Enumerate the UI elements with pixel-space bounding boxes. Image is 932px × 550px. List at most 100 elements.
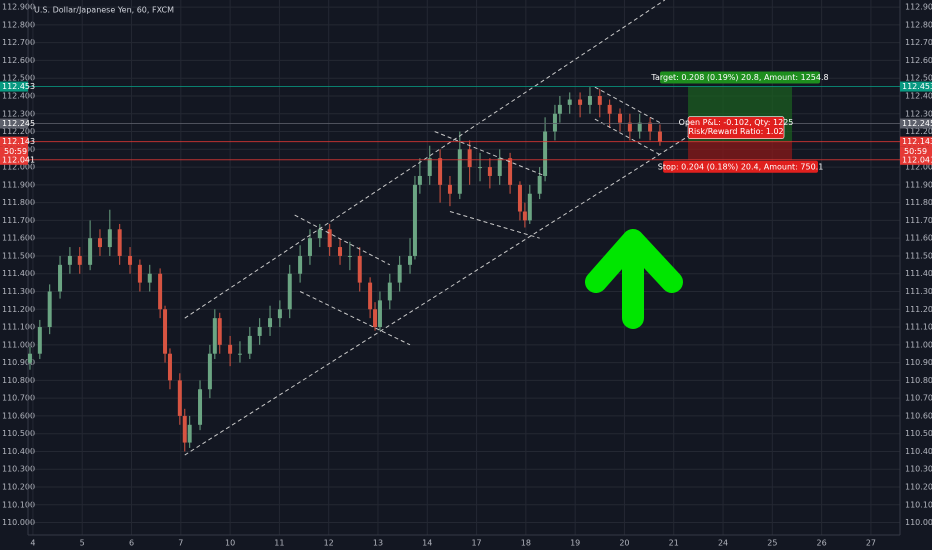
candle-body xyxy=(338,247,343,256)
candle-body xyxy=(177,380,182,416)
candle-body xyxy=(527,193,532,221)
price-marker-label: 112.453 xyxy=(902,82,932,91)
y-tick-label: 110.800 xyxy=(905,376,932,385)
candle-body xyxy=(207,353,212,390)
candle-body xyxy=(417,175,422,185)
y-tick-label: 112.000 xyxy=(905,163,932,172)
stop-zone xyxy=(688,141,793,160)
candle-body xyxy=(327,229,332,248)
candle-body xyxy=(357,255,362,283)
candle-body xyxy=(557,104,562,114)
y-tick-label: 111.300 xyxy=(905,287,932,296)
trend-line xyxy=(184,122,710,456)
candle-body xyxy=(508,158,513,185)
candle-body xyxy=(58,264,63,292)
y-tick-label-left: 112.300 xyxy=(2,109,35,118)
candle-body xyxy=(648,122,653,132)
candle-body xyxy=(578,99,583,105)
candle-body xyxy=(107,229,112,248)
candle-body xyxy=(487,167,492,176)
x-tick-label: 26 xyxy=(817,539,827,548)
candle-body xyxy=(627,122,632,132)
trend-line xyxy=(594,86,661,124)
y-tick-label-left: 110.700 xyxy=(2,394,35,403)
price-marker xyxy=(0,118,28,129)
y-tick-label-left: 111.500 xyxy=(2,251,35,260)
y-tick-label: 112.900 xyxy=(905,3,932,12)
x-tick-label: 5 xyxy=(80,539,85,548)
candle-body xyxy=(97,238,102,248)
candle-body xyxy=(287,273,292,310)
candle-body xyxy=(478,167,483,169)
price-marker-label: 112.245 xyxy=(2,119,35,128)
y-tick-label: 110.400 xyxy=(905,447,932,456)
candle-body xyxy=(317,229,322,239)
candle-body xyxy=(657,131,662,142)
price-marker xyxy=(0,136,28,147)
y-tick-label: 111.100 xyxy=(905,323,932,332)
candle-body xyxy=(447,184,452,194)
candle-body xyxy=(277,309,282,319)
x-tick-label: 13 xyxy=(373,539,383,548)
y-tick-label-left: 110.500 xyxy=(2,429,35,438)
x-tick-label: 19 xyxy=(570,539,580,548)
y-tick-label: 111.800 xyxy=(905,198,932,207)
x-tick-label: 20 xyxy=(619,539,629,548)
y-tick-label: 110.100 xyxy=(905,500,932,509)
candle-body xyxy=(597,95,602,105)
candle-body xyxy=(257,327,262,336)
price-marker xyxy=(0,81,28,92)
y-tick-label: 112.600 xyxy=(905,56,932,65)
candle-body xyxy=(137,264,142,283)
candle-body xyxy=(298,255,303,274)
candle-body xyxy=(212,318,217,354)
candle-body xyxy=(117,229,122,256)
y-tick-label-left: 112.200 xyxy=(2,127,35,136)
candle-body xyxy=(307,238,312,256)
price-marker xyxy=(0,154,28,165)
candle-body xyxy=(128,255,133,265)
y-tick-label: 112.700 xyxy=(905,38,932,47)
x-tick-label: 7 xyxy=(178,539,183,548)
countdown-box xyxy=(0,146,28,157)
candle-body xyxy=(587,95,592,105)
rr-label: Risk/Reward Ratio: 1.02 xyxy=(688,127,783,136)
candle-body xyxy=(427,158,432,176)
x-tick-label: 21 xyxy=(669,539,679,548)
stop-label: Stop: 0.204 (0.18%) 20.4, Amount: 750.1 xyxy=(658,162,824,171)
up-arrow xyxy=(585,229,683,329)
price-marker-label: 112.041 xyxy=(2,155,35,164)
candle-body xyxy=(198,389,203,425)
y-tick-label: 111.700 xyxy=(905,216,932,225)
price-marker-label: 112.453 xyxy=(2,82,35,91)
x-tick-label: 18 xyxy=(521,539,531,548)
y-tick-label-left: 110.900 xyxy=(2,358,35,367)
price-marker-label: 112.143 xyxy=(902,137,932,146)
y-tick-label: 111.600 xyxy=(905,234,932,243)
y-tick-label-left: 110.400 xyxy=(2,447,35,456)
x-tick-label: 17 xyxy=(471,539,481,548)
y-tick-label: 110.700 xyxy=(905,394,932,403)
candle-body xyxy=(347,255,352,257)
candle-body xyxy=(37,327,42,354)
y-tick-label: 110.200 xyxy=(905,483,932,492)
candle-body xyxy=(543,131,548,176)
candle-body xyxy=(182,415,187,443)
trend-line xyxy=(184,0,666,319)
candle-body xyxy=(517,184,522,212)
candle-body xyxy=(567,99,572,105)
y-tick-label: 112.300 xyxy=(905,109,932,118)
y-tick-label-left: 111.600 xyxy=(2,234,35,243)
x-tick-label: 10 xyxy=(225,539,235,548)
x-tick-label: 24 xyxy=(718,539,728,548)
x-tick-label: 25 xyxy=(767,539,777,548)
y-tick-label: 110.900 xyxy=(905,358,932,367)
trend-line xyxy=(594,118,661,156)
y-tick-label-left: 112.400 xyxy=(2,91,35,100)
y-tick-label-left: 111.300 xyxy=(2,287,35,296)
y-tick-label-left: 111.100 xyxy=(2,323,35,332)
x-tick-label: 4 xyxy=(30,539,35,548)
y-tick-label: 112.800 xyxy=(905,20,932,29)
candle-body xyxy=(522,211,527,221)
